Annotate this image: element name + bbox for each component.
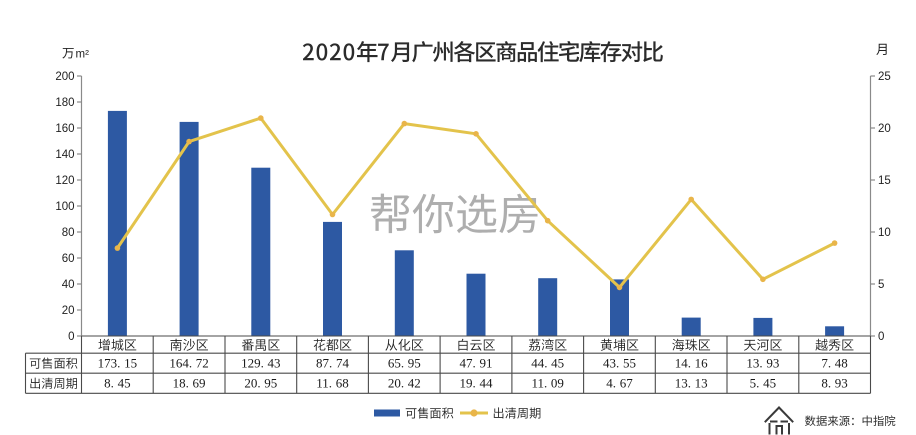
svg-text:11. 09: 11. 09 <box>531 376 563 391</box>
svg-text:47. 91: 47. 91 <box>460 356 493 371</box>
svg-text:129. 43: 129. 43 <box>241 356 280 371</box>
svg-text:7. 48: 7. 48 <box>821 356 847 371</box>
svg-text:11. 68: 11. 68 <box>316 376 348 391</box>
svg-text:20: 20 <box>878 123 891 135</box>
svg-text:200: 200 <box>55 71 74 83</box>
svg-text:80: 80 <box>62 227 75 239</box>
svg-text:160: 160 <box>55 123 74 135</box>
svg-text:100: 100 <box>55 201 74 213</box>
svg-text:19. 44: 19. 44 <box>460 376 493 391</box>
svg-text:13. 93: 13. 93 <box>746 356 779 371</box>
svg-text:65. 95: 65. 95 <box>388 356 421 371</box>
svg-text:14. 16: 14. 16 <box>675 356 708 371</box>
svg-text:15: 15 <box>878 175 891 187</box>
svg-text:0: 0 <box>878 331 884 343</box>
svg-text:120: 120 <box>55 175 74 187</box>
svg-text:180: 180 <box>55 97 74 109</box>
svg-text:25: 25 <box>878 71 891 83</box>
svg-text:60: 60 <box>62 253 75 265</box>
svg-text:20. 95: 20. 95 <box>244 376 277 391</box>
svg-text:20. 42: 20. 42 <box>388 376 421 391</box>
svg-text:43. 55: 43. 55 <box>603 356 636 371</box>
svg-text:13. 13: 13. 13 <box>675 376 708 391</box>
svg-text:m²: m² <box>76 49 90 61</box>
svg-text:44. 45: 44. 45 <box>531 356 564 371</box>
svg-text:140: 140 <box>55 149 74 161</box>
svg-text:8. 45: 8. 45 <box>104 376 130 391</box>
svg-text:5. 45: 5. 45 <box>750 376 776 391</box>
svg-text:18. 69: 18. 69 <box>173 376 206 391</box>
svg-text:173. 15: 173. 15 <box>98 356 137 371</box>
svg-text:164. 72: 164. 72 <box>169 356 208 371</box>
svg-text:87. 74: 87. 74 <box>316 356 349 371</box>
svg-text:20: 20 <box>62 305 75 317</box>
svg-text:8. 93: 8. 93 <box>821 376 847 391</box>
svg-text:0: 0 <box>68 331 74 343</box>
svg-text:40: 40 <box>62 279 75 291</box>
svg-text:10: 10 <box>878 227 891 239</box>
svg-text:4. 67: 4. 67 <box>606 376 633 391</box>
svg-text:5: 5 <box>878 279 884 291</box>
